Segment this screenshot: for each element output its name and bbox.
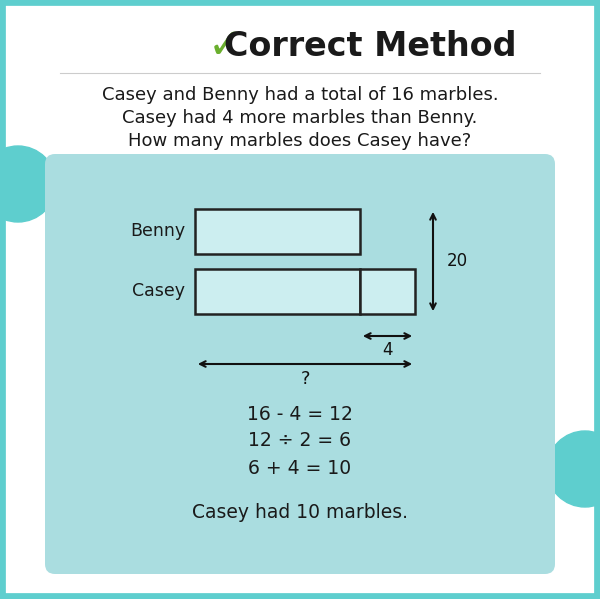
Text: Casey had 4 more marbles than Benny.: Casey had 4 more marbles than Benny. <box>122 109 478 127</box>
Bar <box>360 269 415 314</box>
Circle shape <box>0 146 56 222</box>
Text: 16 - 4 = 12: 16 - 4 = 12 <box>247 404 353 423</box>
Text: Casey: Casey <box>132 283 185 301</box>
Text: How many marbles does Casey have?: How many marbles does Casey have? <box>128 132 472 150</box>
Text: 6 + 4 = 10: 6 + 4 = 10 <box>248 458 352 477</box>
Bar <box>195 269 360 314</box>
Text: Casey and Benny had a total of 16 marbles.: Casey and Benny had a total of 16 marble… <box>101 86 499 104</box>
Text: ?: ? <box>300 370 310 388</box>
Text: ✓: ✓ <box>208 25 242 67</box>
Text: 20: 20 <box>447 253 468 271</box>
Text: Correct Method: Correct Method <box>224 29 516 62</box>
Text: Benny: Benny <box>130 222 185 241</box>
Bar <box>195 209 360 254</box>
Text: 4: 4 <box>382 341 393 359</box>
Text: 12 ÷ 2 = 6: 12 ÷ 2 = 6 <box>248 431 352 450</box>
Text: Casey had 10 marbles.: Casey had 10 marbles. <box>192 504 408 522</box>
Circle shape <box>547 431 600 507</box>
FancyBboxPatch shape <box>45 154 555 574</box>
